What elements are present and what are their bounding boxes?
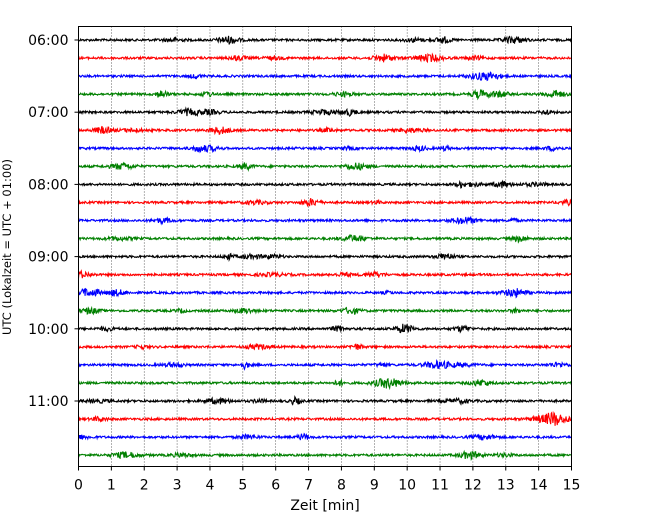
trace-0930 [77,287,572,299]
trace-0645 [78,88,573,101]
trace-0900 [78,252,573,262]
trace-0730 [78,144,573,154]
x-axis: 0 1 2 3 4 5 6 7 8 9 10 11 12 13 14 15 [74,466,581,494]
y-tick-label: 08:00 [28,177,68,193]
trace-group [77,35,573,462]
trace-1000 [78,323,572,334]
trace-0800 [78,179,572,189]
trace-0945 [78,305,572,316]
trace-0715 [78,125,572,136]
x-tick-label: 11 [431,478,449,494]
trace-0915 [77,269,572,279]
y-tick-label: 09:00 [28,250,68,266]
x-tick-label: 7 [304,478,313,494]
plot-frame [78,26,572,467]
y-tick-label: 07:00 [28,105,68,121]
trace-1145 [77,449,572,462]
trace-0815 [78,198,573,208]
x-tick-label: 15 [563,478,581,494]
x-tick-label: 13 [497,478,515,494]
trace-0700 [78,106,572,118]
x-tick-label: 1 [107,478,116,494]
x-tick-label: 0 [74,478,83,494]
y-axis: 06:00 07:00 08:00 09:00 10:00 11:00 [28,33,79,410]
trace-1100 [78,395,573,406]
x-tick-label: 8 [337,478,346,494]
trace-1045 [77,378,573,391]
x-tick-label: 4 [206,478,215,494]
y-tick-label: 06:00 [28,33,68,49]
y-tick-label: 10:00 [28,322,68,338]
y-tick-label: 11:00 [28,394,68,410]
x-axis-label: Zeit [min] [290,498,359,514]
x-tick-label: 9 [370,478,379,494]
trace-0600 [77,35,572,45]
vertical-grid [111,26,539,467]
y-axis-label: UTC (Lokalzeit = UTC + 01:00) [0,159,14,335]
x-tick-label: 3 [173,478,182,494]
x-tick-label: 10 [398,478,416,494]
trace-1130 [78,432,572,441]
trace-1030 [77,359,572,371]
trace-0830 [77,215,572,226]
trace-1015 [78,342,572,351]
x-tick-label: 12 [464,478,482,494]
trace-1115 [78,411,573,426]
trace-0615 [77,52,572,64]
x-tick-label: 6 [271,478,280,494]
x-tick-label: 2 [140,478,149,494]
trace-0745 [78,161,572,173]
trace-0845 [78,233,572,244]
x-tick-label: 5 [238,478,247,494]
trace-0630 [78,71,572,82]
x-tick-label: 14 [530,478,548,494]
